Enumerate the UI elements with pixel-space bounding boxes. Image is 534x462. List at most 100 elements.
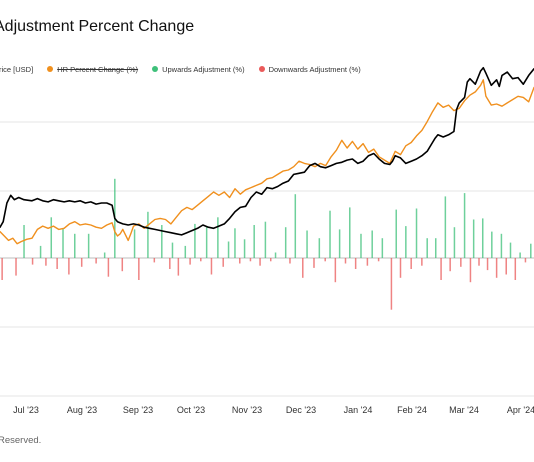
bar-down — [169, 258, 171, 269]
bar-down — [1, 258, 3, 280]
bar-down — [95, 258, 97, 264]
bar-down — [249, 258, 252, 262]
bar-up — [395, 209, 397, 258]
bar-up — [463, 193, 466, 258]
bar-down — [344, 258, 347, 264]
bar-down — [410, 258, 412, 269]
bar-down — [80, 258, 83, 267]
bar-up — [509, 242, 512, 258]
bar-down — [302, 258, 304, 278]
chart-legend: Price [USD] HR Percent Change (%) Upward… — [0, 62, 375, 76]
bar-down — [56, 258, 58, 269]
bar-up — [329, 210, 331, 258]
bar-up — [294, 194, 297, 258]
x-tick-label: Aug '23 — [67, 405, 97, 415]
bar-up — [264, 221, 267, 258]
bar-up — [381, 238, 384, 258]
x-tick-label: Jan '24 — [344, 405, 373, 415]
bar-down — [31, 258, 34, 265]
bar-up — [62, 228, 64, 258]
bar-down — [469, 258, 472, 283]
bar-up — [74, 233, 76, 258]
bar-down — [460, 258, 462, 267]
bar-up — [491, 231, 493, 258]
bar-down — [390, 258, 393, 310]
legend-item-price[interactable]: Price [USD] — [0, 65, 33, 74]
bar-up — [23, 225, 25, 258]
bar-up — [530, 243, 532, 258]
legend-label-hr-change: HR Percent Change (%) — [57, 64, 139, 74]
bar-up — [318, 238, 321, 258]
bar-down — [210, 258, 213, 275]
bar-down — [153, 258, 156, 263]
x-tick-label: Jul '23 — [13, 405, 39, 415]
series-down-bars — [1, 258, 527, 310]
bar-up — [194, 223, 196, 258]
legend-item-hr-change[interactable]: HR Percent Change (%) — [47, 65, 138, 74]
bar-down — [259, 258, 261, 266]
bar-down — [514, 258, 517, 280]
legend-dot-down-icon — [258, 66, 265, 72]
bar-up — [481, 218, 484, 258]
x-tick-label: Feb '24 — [397, 405, 427, 415]
bar-down — [399, 258, 402, 278]
legend-item-down[interactable]: Downwards Adjustment (%) — [258, 64, 361, 74]
bar-up — [500, 233, 503, 258]
bar-up — [39, 245, 42, 258]
bar-up — [284, 227, 287, 258]
bar-down — [138, 258, 140, 280]
bar-down — [524, 258, 527, 263]
bar-up — [434, 238, 437, 258]
bar-up — [349, 207, 351, 258]
bar-down — [289, 258, 291, 264]
bar-up — [147, 211, 149, 258]
bar-down — [200, 258, 202, 262]
bar-up — [360, 233, 362, 258]
bar-down — [107, 258, 110, 277]
bar-up — [405, 226, 407, 258]
bar-down — [177, 258, 180, 276]
bar-down — [45, 258, 47, 266]
bar-down — [239, 258, 241, 264]
bar-up — [306, 230, 308, 258]
bar-down — [421, 258, 423, 266]
bar-up — [453, 227, 456, 258]
x-tick-label: Nov '23 — [232, 405, 262, 415]
series-hr-change-line — [0, 79, 534, 245]
bar-down — [505, 258, 507, 275]
x-tick-label: Oct '23 — [177, 405, 205, 415]
legend-item-up[interactable]: Upwards Adjustment (%) — [152, 65, 245, 74]
legend-label-price: Price [USD] — [0, 64, 34, 74]
bar-up — [274, 252, 277, 258]
bar-up — [243, 239, 246, 258]
legend-dot-hr-change-icon — [47, 66, 54, 72]
bar-up — [103, 252, 106, 258]
x-tick-label: Sep '23 — [123, 405, 153, 415]
bar-up — [444, 196, 447, 258]
x-tick-label: Mar '24 — [449, 405, 479, 415]
bar-up — [50, 217, 53, 258]
bar-up — [371, 230, 373, 258]
bar-up — [217, 217, 219, 258]
bar-up — [519, 252, 521, 258]
bar-up — [227, 241, 230, 258]
bar-down — [324, 258, 326, 262]
legend-label-down: Downwards Adjustment (%) — [268, 64, 361, 74]
bar-up — [171, 242, 174, 258]
footer-copyright: Reserved. — [0, 435, 42, 446]
x-tick-label: Apr '24 — [507, 405, 534, 415]
bar-up — [184, 245, 187, 258]
series-up-bars — [23, 178, 532, 258]
bar-up — [87, 233, 90, 258]
bar-down — [222, 258, 224, 267]
bar-down — [269, 258, 272, 262]
bar-down — [486, 258, 489, 271]
bar-down — [449, 258, 451, 272]
bar-down — [189, 258, 191, 265]
bar-up — [338, 229, 341, 258]
bar-up — [253, 225, 255, 258]
chart-title: Adjustment Percent Change — [0, 18, 195, 35]
bar-up — [472, 219, 475, 258]
